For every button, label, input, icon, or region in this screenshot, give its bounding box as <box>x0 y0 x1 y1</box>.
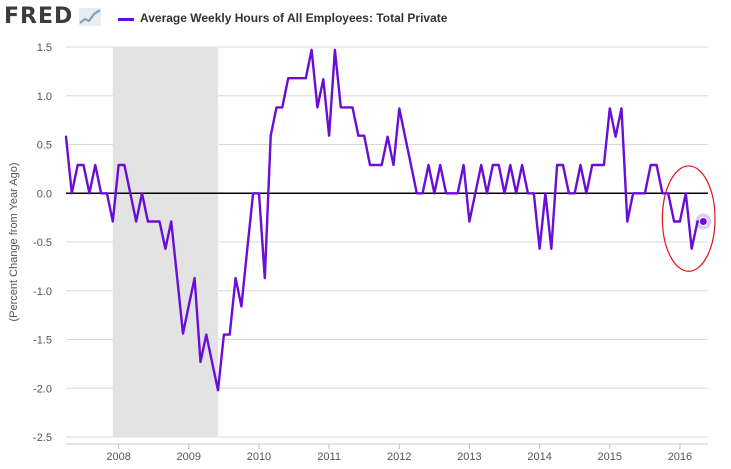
x-tick-label: 2012 <box>387 451 411 463</box>
chart-header: FRED Average Weekly Hours of All Employe… <box>0 0 731 36</box>
last-point-marker[interactable] <box>695 213 712 230</box>
y-axis-label: (Percent Change from Year Ago) <box>8 163 20 322</box>
x-tick-label: 2008 <box>106 451 130 463</box>
highlight-ellipse-shape <box>661 165 716 272</box>
x-axis: 2008 2009 2010 2011 2012 2013 2014 2015 2016 <box>66 443 708 463</box>
x-tick-label: 2016 <box>668 451 692 463</box>
y-axis: 1.5 1.0 0.5 0.0 -0.5 -1.0 -1.5 -2.0 -2.5 <box>33 42 52 444</box>
x-tick-label: 2014 <box>527 451 551 463</box>
x-tick-label: 2015 <box>598 451 622 463</box>
y-tick-label: -1.0 <box>33 286 52 298</box>
series-line <box>64 48 705 392</box>
y-tick-label: -2.5 <box>33 432 52 444</box>
y-tick-label: 0.5 <box>37 140 52 152</box>
y-tick-label: -0.5 <box>33 237 52 249</box>
recession-shading <box>112 47 219 437</box>
marker-dot <box>698 217 708 227</box>
x-tick-label: 2011 <box>317 451 341 463</box>
legend-swatch <box>118 18 134 21</box>
y-tick-label: 0.0 <box>37 188 52 200</box>
x-tick-label: 2009 <box>177 451 201 463</box>
y-tick-label: 1.5 <box>37 42 52 54</box>
trend-line-icon <box>79 8 101 26</box>
fred-logo[interactable]: FRED <box>4 4 74 29</box>
recession-band <box>112 47 219 437</box>
x-tick-label: 2013 <box>457 451 481 463</box>
y-tick-label: 1.0 <box>37 91 52 103</box>
y-tick-label: -1.5 <box>33 335 52 347</box>
series-line-path <box>64 48 705 392</box>
legend-label: Average Weekly Hours of All Employees: T… <box>140 11 448 25</box>
highlight-ellipse <box>661 165 716 272</box>
y-tick-label: -2.0 <box>33 383 52 395</box>
x-tick-label: 2010 <box>247 451 271 463</box>
